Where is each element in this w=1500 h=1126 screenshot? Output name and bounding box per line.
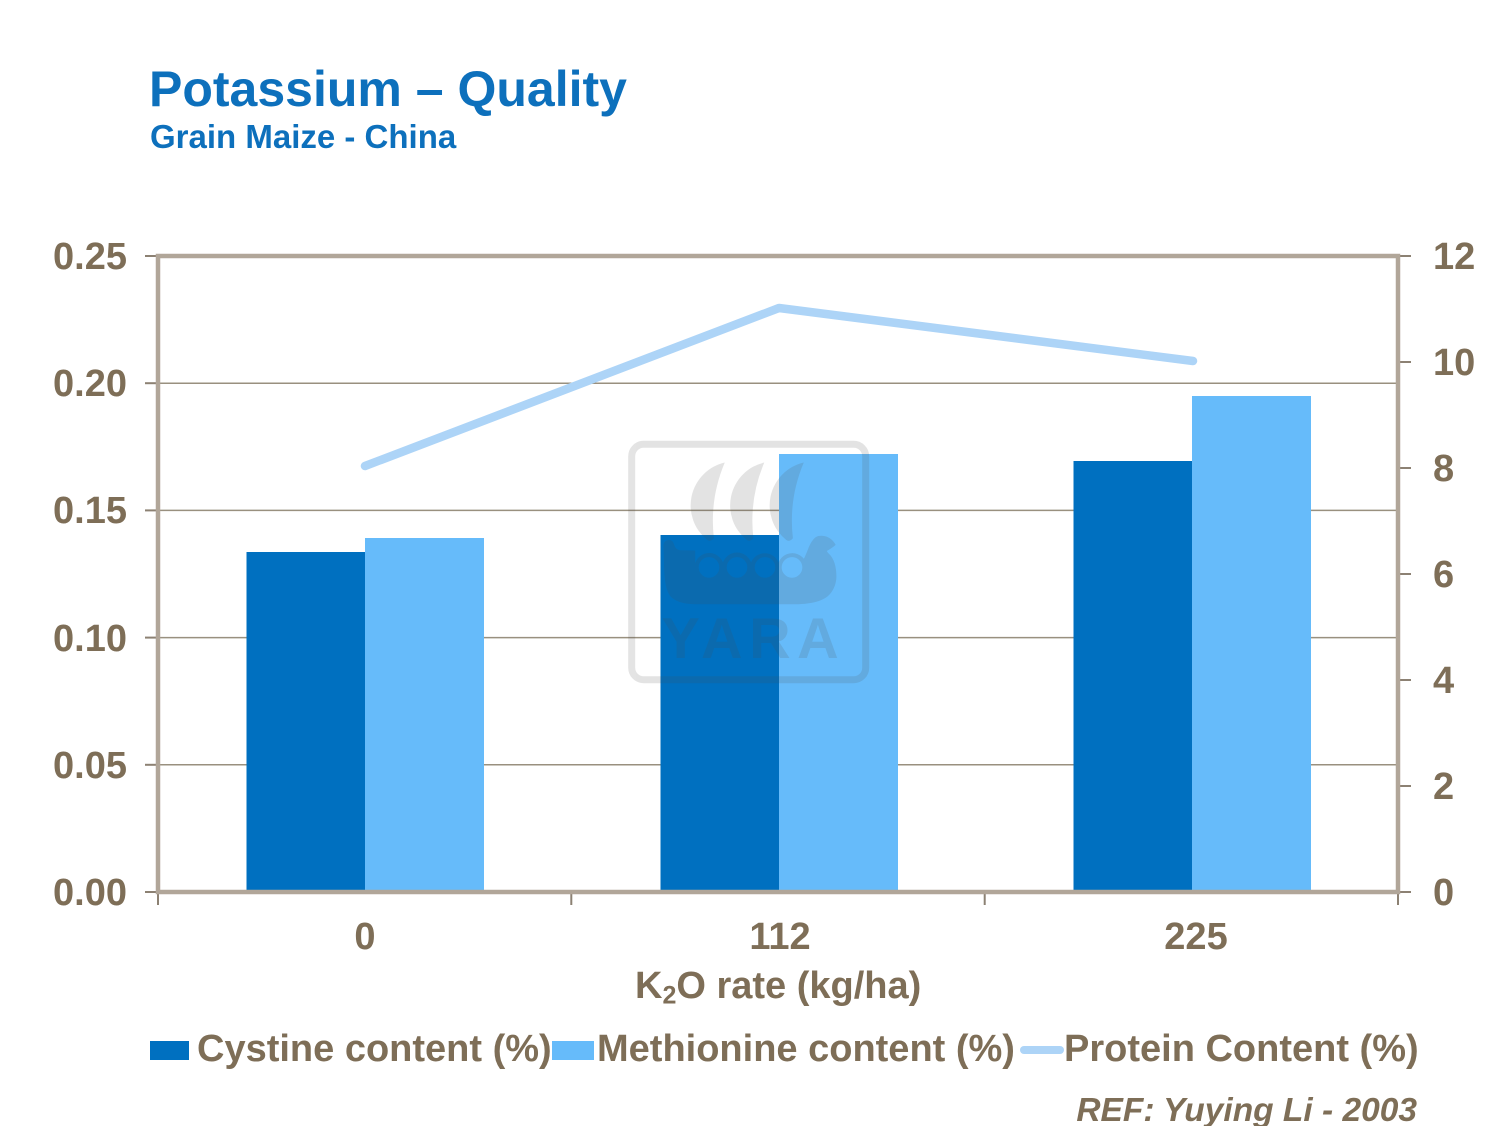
svg-text:2: 2 xyxy=(1433,766,1454,808)
svg-text:REF: Yuying Li - 2003: REF: Yuying Li - 2003 xyxy=(1076,1092,1417,1126)
svg-text:Cystine content (%): Cystine content (%) xyxy=(197,1028,552,1070)
svg-text:0.05: 0.05 xyxy=(53,745,127,787)
svg-text:0: 0 xyxy=(354,916,375,958)
svg-text:0.20: 0.20 xyxy=(53,363,127,405)
svg-text:0: 0 xyxy=(1433,872,1454,914)
svg-text:Potassium – Quality: Potassium – Quality xyxy=(149,61,627,117)
svg-text:Methionine content (%): Methionine content (%) xyxy=(597,1028,1015,1070)
svg-text:4: 4 xyxy=(1433,660,1454,702)
svg-text:0.00: 0.00 xyxy=(53,872,127,914)
svg-text:8: 8 xyxy=(1433,448,1454,490)
svg-text:K2O rate (kg/ha): K2O rate (kg/ha) xyxy=(635,965,921,1010)
svg-text:0.10: 0.10 xyxy=(53,618,127,660)
svg-text:10: 10 xyxy=(1433,342,1475,384)
svg-text:0.15: 0.15 xyxy=(53,490,127,532)
svg-text:YARA: YARA xyxy=(661,607,845,671)
svg-text:12: 12 xyxy=(1433,236,1475,278)
svg-text:Grain Maize - China: Grain Maize - China xyxy=(150,118,457,155)
svg-text:0.25: 0.25 xyxy=(53,236,127,278)
svg-text:6: 6 xyxy=(1433,554,1454,596)
svg-text:112: 112 xyxy=(749,916,810,958)
svg-text:225: 225 xyxy=(1164,916,1227,958)
svg-text:Protein Content (%): Protein Content (%) xyxy=(1064,1028,1419,1070)
